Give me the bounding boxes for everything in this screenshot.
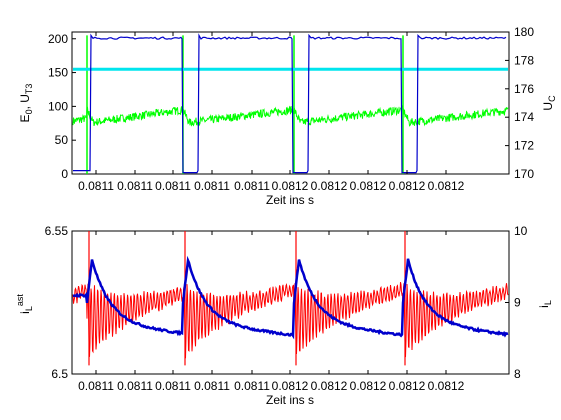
- svg-text:UC: UC: [541, 95, 557, 111]
- svg-text:iL: iL: [537, 300, 553, 308]
- top-y-tick-label-left: 0: [61, 167, 68, 181]
- bottom-y-tick-label-right: 10: [514, 224, 528, 238]
- bottom-y-axis-label-left: iLast: [15, 294, 34, 314]
- bottom-y-tick-label-right: 9: [514, 296, 521, 310]
- bottom-x-tick-label: 0.0811: [117, 379, 153, 393]
- top-y-tick-label-right: 174: [514, 110, 534, 124]
- bottom-y-axis-label-right: iL: [537, 300, 553, 308]
- top-y-axis-label-left: E0, UT3: [18, 84, 34, 123]
- bottom-x-tick-label: 0.0812: [389, 379, 426, 393]
- top-series-group: [72, 33, 509, 174]
- bottom-y-tick-label-left: 6.55: [45, 224, 69, 238]
- top-x-tick-label: 0.0811: [234, 179, 270, 193]
- top-x-tick-label: 0.0811: [78, 179, 114, 193]
- blue-current-series-line: [73, 255, 509, 340]
- top-y-tick-label-left: 100: [48, 99, 68, 113]
- top-x-tick-label: 0.0811: [117, 179, 153, 193]
- bottom-x-axis-label: Zeit ins s: [266, 393, 314, 407]
- top-y-tick-label-right: 170: [514, 167, 534, 181]
- top-y-tick-label-left: 50: [55, 133, 69, 147]
- top-x-tick-label: 0.0812: [311, 179, 348, 193]
- bottom-x-tick-label: 0.0812: [350, 379, 387, 393]
- top-y-tick-label-right: 180: [514, 25, 534, 39]
- bottom-ticks-group: 0.0811 0.0811 0.0811 0.0811 0.0811 0.0812 0.08…: [45, 224, 528, 393]
- bottom-x-tick-label: 0.0812: [428, 379, 465, 393]
- bottom-x-tick-label: 0.0811: [194, 379, 230, 393]
- green-series-line: [72, 104, 509, 127]
- blue-series-line: [73, 33, 507, 174]
- bottom-y-tick-label-left: 6.5: [51, 367, 68, 381]
- top-y-tick-label-right: 172: [514, 139, 534, 153]
- top-y-tick-label-right: 178: [514, 53, 534, 67]
- top-x-axis-label: Zeit ins s: [266, 193, 314, 207]
- top-y-tick-label-right: 176: [514, 82, 534, 96]
- top-x-tick-label: 0.0812: [272, 179, 309, 193]
- top-x-tick-label: 0.0812: [428, 179, 465, 193]
- bottom-x-tick-label: 0.0812: [311, 379, 348, 393]
- top-ticks-group: 0.0811 0.0811 0.0811 0.0811 0.0811 0.0812 0.08…: [48, 25, 534, 193]
- bottom-x-tick-label: 0.0811: [155, 379, 191, 393]
- top-x-tick-label: 0.0812: [389, 179, 426, 193]
- top-y-tick-label-left: 150: [48, 66, 68, 80]
- top-y-tick-label-left: 200: [48, 32, 68, 46]
- top-x-tick-label: 0.0812: [350, 179, 387, 193]
- bottom-plot-frame: [71, 230, 510, 375]
- top-y-axis-label-right: UC: [541, 95, 557, 111]
- red-series-line: [72, 282, 509, 359]
- top-plot-frame: [71, 31, 510, 175]
- svg-text:iLast: iLast: [15, 294, 34, 314]
- bottom-y-tick-label-right: 8: [514, 367, 521, 381]
- top-x-tick-label: 0.0811: [155, 179, 191, 193]
- bottom-subplot: 0.0811 0.0811 0.0811 0.0811 0.0811 0.0812 0.08…: [15, 224, 553, 407]
- bottom-series-group: [72, 231, 509, 366]
- bottom-x-tick-label: 0.0811: [78, 379, 114, 393]
- bottom-x-tick-label: 0.0811: [234, 379, 270, 393]
- top-subplot: 0.0811 0.0811 0.0811 0.0811 0.0811 0.0812 0.08…: [18, 25, 557, 207]
- bottom-x-tick-label: 0.0812: [272, 379, 309, 393]
- top-x-tick-label: 0.0811: [194, 179, 230, 193]
- svg-text:E0, UT3: E0, UT3: [18, 84, 34, 123]
